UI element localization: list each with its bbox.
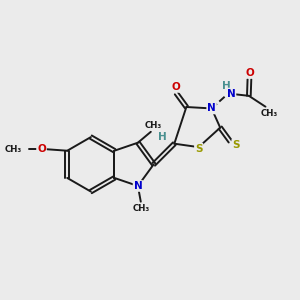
Text: S: S [232,140,240,150]
Text: O: O [245,68,254,78]
Text: S: S [195,144,202,154]
Text: CH₃: CH₃ [132,203,149,212]
Text: CH₃: CH₃ [145,121,162,130]
Text: O: O [37,144,46,154]
Text: CH₃: CH₃ [260,109,278,118]
Text: N: N [134,181,142,191]
Text: O: O [171,82,180,92]
Text: CH₃: CH₃ [4,145,21,154]
Text: H: H [221,81,230,92]
Text: N: N [227,88,236,98]
Text: H: H [158,132,167,142]
Text: N: N [207,103,216,113]
